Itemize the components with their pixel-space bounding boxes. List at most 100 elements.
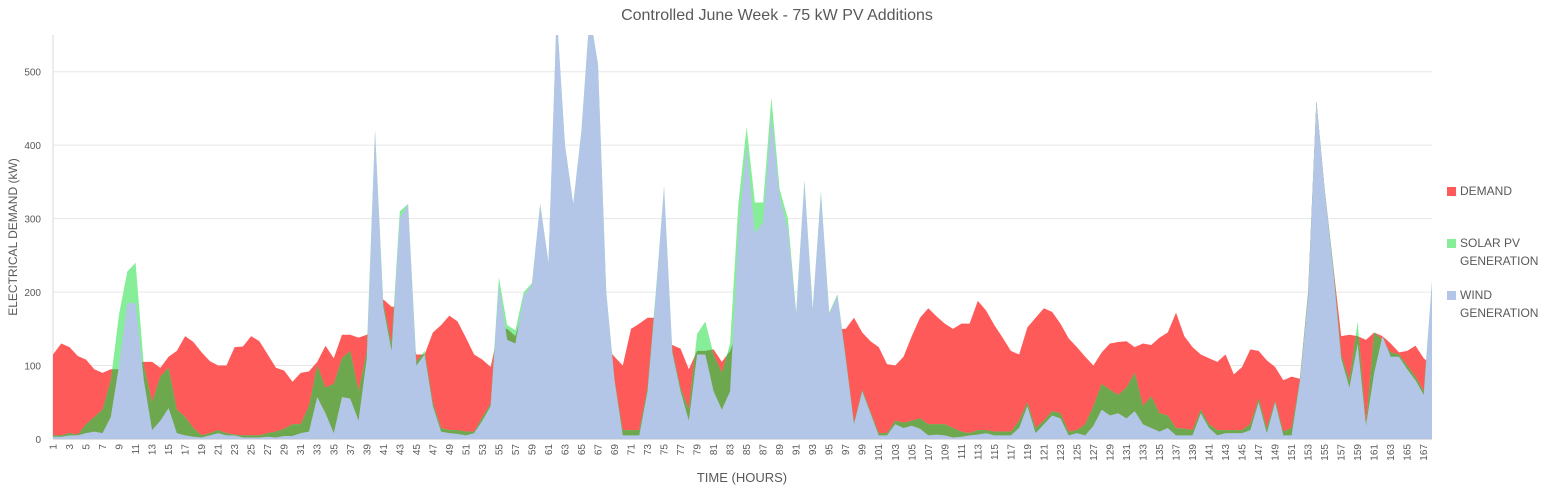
x-tick-label: 79 bbox=[693, 444, 704, 456]
x-tick-label: 37 bbox=[346, 444, 357, 456]
x-tick-label: 165 bbox=[1403, 444, 1414, 461]
y-tick-label: 100 bbox=[24, 362, 41, 373]
y-axis-title: ELECTRICAL DEMAND (kW) bbox=[6, 158, 20, 316]
wind-area bbox=[53, 35, 1432, 439]
x-tick-label: 149 bbox=[1271, 444, 1282, 461]
x-tick-label: 99 bbox=[858, 444, 869, 456]
x-tick-label: 163 bbox=[1386, 444, 1397, 461]
x-tick-label: 129 bbox=[1105, 444, 1116, 461]
x-tick-label: 65 bbox=[577, 444, 588, 456]
x-tick-label: 45 bbox=[412, 444, 423, 456]
x-tick-label: 89 bbox=[775, 444, 786, 456]
x-tick-label: 135 bbox=[1155, 444, 1166, 461]
x-tick-label: 109 bbox=[940, 444, 951, 461]
x-tick-label: 105 bbox=[907, 444, 918, 461]
x-tick-label: 49 bbox=[445, 444, 456, 456]
chart-title: Controlled June Week - 75 kW PV Addition… bbox=[621, 7, 933, 24]
legend-swatch bbox=[1447, 239, 1456, 248]
x-tick-label: 127 bbox=[1089, 444, 1100, 461]
x-tick-label: 159 bbox=[1353, 444, 1364, 461]
x-tick-label: 143 bbox=[1221, 444, 1232, 461]
x-tick-label: 15 bbox=[164, 444, 175, 456]
x-tick-label: 75 bbox=[660, 444, 671, 456]
x-tick-label: 119 bbox=[1023, 444, 1034, 460]
x-tick-label: 139 bbox=[1188, 444, 1199, 461]
x-axis-title: TIME (HOURS) bbox=[697, 470, 787, 485]
x-tick-label: 21 bbox=[214, 444, 225, 456]
x-tick-label: 77 bbox=[676, 444, 687, 456]
legend-label: SOLAR PV GENERATION bbox=[1460, 236, 1539, 268]
legend-item: WIND GENERATION bbox=[1447, 288, 1545, 322]
y-tick-label: 300 bbox=[24, 215, 41, 226]
x-tick-label: 57 bbox=[511, 444, 522, 456]
x-tick-label: 107 bbox=[924, 444, 935, 461]
x-tick-label: 35 bbox=[329, 444, 340, 456]
x-tick-label: 113 bbox=[973, 444, 984, 460]
x-tick-label: 63 bbox=[560, 444, 571, 456]
legend-item: SOLAR PV GENERATION bbox=[1447, 236, 1545, 270]
x-tick-label: 123 bbox=[1056, 444, 1067, 461]
x-tick-label: 111 bbox=[957, 444, 968, 460]
x-tick-label: 59 bbox=[527, 444, 538, 456]
x-tick-label: 67 bbox=[593, 444, 604, 456]
y-tick-label: 200 bbox=[24, 288, 41, 299]
x-tick-label: 83 bbox=[726, 444, 737, 456]
legend-item: DEMAND bbox=[1447, 184, 1545, 200]
x-tick-label: 69 bbox=[610, 444, 621, 456]
x-tick-label: 33 bbox=[313, 444, 324, 456]
x-tick-label: 11 bbox=[131, 444, 142, 455]
y-tick-label: 400 bbox=[24, 141, 41, 152]
x-tick-label: 71 bbox=[627, 444, 638, 456]
x-tick-label: 131 bbox=[1122, 444, 1133, 461]
x-tick-label: 23 bbox=[230, 444, 241, 456]
x-tick-label: 125 bbox=[1072, 444, 1083, 461]
x-tick-label: 41 bbox=[379, 444, 390, 456]
x-tick-label: 85 bbox=[742, 444, 753, 456]
x-tick-label: 121 bbox=[1039, 444, 1050, 461]
legend-swatch bbox=[1447, 291, 1456, 300]
x-tick-label: 31 bbox=[296, 444, 307, 456]
x-tick-label: 55 bbox=[494, 444, 505, 456]
x-tick-label: 141 bbox=[1205, 444, 1216, 461]
y-tick-label: 500 bbox=[24, 68, 41, 79]
x-tick-label: 103 bbox=[891, 444, 902, 461]
x-tick-label: 27 bbox=[263, 444, 274, 456]
x-tick-label: 13 bbox=[148, 444, 159, 456]
y-tick-label: 0 bbox=[35, 435, 41, 446]
x-tick-label: 133 bbox=[1138, 444, 1149, 461]
x-tick-label: 61 bbox=[544, 444, 555, 456]
x-tick-label: 161 bbox=[1370, 444, 1381, 461]
x-tick-label: 97 bbox=[841, 444, 852, 456]
x-tick-label: 93 bbox=[808, 444, 819, 456]
x-tick-label: 39 bbox=[362, 444, 373, 456]
x-tick-label: 73 bbox=[643, 444, 654, 456]
x-tick-label: 9 bbox=[115, 444, 126, 450]
x-tick-label: 47 bbox=[428, 444, 439, 456]
x-tick-label: 29 bbox=[280, 444, 291, 456]
x-tick-label: 147 bbox=[1254, 444, 1265, 461]
x-tick-label: 167 bbox=[1419, 444, 1430, 461]
x-tick-label: 151 bbox=[1287, 444, 1298, 461]
x-tick-label: 87 bbox=[759, 444, 770, 456]
x-tick-label: 51 bbox=[461, 444, 472, 456]
x-tick-label: 95 bbox=[825, 444, 836, 456]
legend-label: DEMAND bbox=[1460, 184, 1513, 198]
plot-area bbox=[53, 35, 1432, 439]
x-tick-label: 5 bbox=[82, 444, 93, 450]
x-tick-label: 25 bbox=[247, 444, 258, 456]
x-tick-label: 117 bbox=[1006, 444, 1017, 460]
x-tick-label: 115 bbox=[990, 444, 1001, 460]
x-tick-label: 155 bbox=[1320, 444, 1331, 461]
x-tick-label: 81 bbox=[709, 444, 720, 456]
x-tick-label: 17 bbox=[181, 444, 192, 456]
x-tick-label: 153 bbox=[1304, 444, 1315, 461]
x-tick-label: 101 bbox=[874, 444, 885, 461]
legend-swatch bbox=[1447, 187, 1456, 196]
x-tick-label: 19 bbox=[197, 444, 208, 456]
x-tick-label: 1 bbox=[49, 444, 60, 450]
x-tick-label: 3 bbox=[65, 444, 76, 450]
x-tick-label: 157 bbox=[1337, 444, 1348, 461]
